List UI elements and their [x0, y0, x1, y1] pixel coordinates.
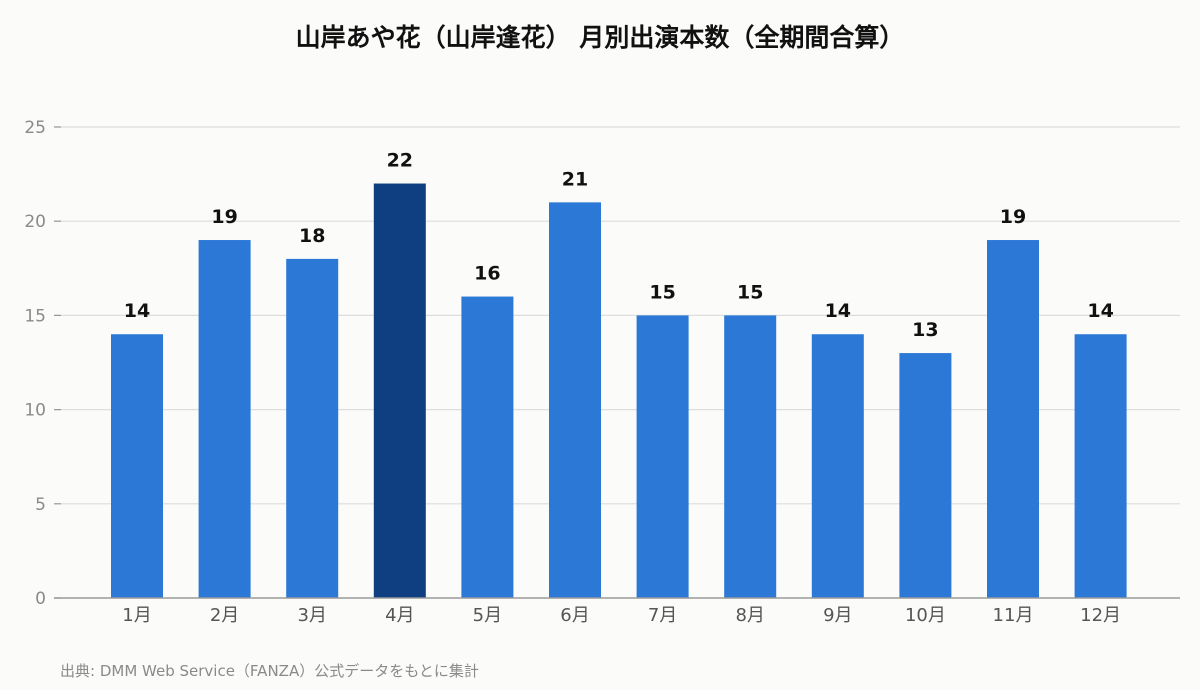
- x-tick-label: 10月: [905, 605, 946, 626]
- bar-11月: [987, 240, 1039, 599]
- bars: [111, 183, 1127, 599]
- bar-9月: [811, 334, 864, 598]
- x-tick-label: 2月: [210, 605, 239, 626]
- data-labels: 14 19 18 22 16 21 15 15 14 13 19 14: [124, 150, 1114, 342]
- y-tick-label: 15: [24, 306, 46, 326]
- data-label: 14: [1087, 300, 1113, 322]
- y-tick-label: 10: [24, 401, 46, 421]
- y-axis: 0 5 10 15 20 25: [24, 118, 61, 609]
- y-tick-label: 0: [35, 589, 46, 609]
- bar-4月: [373, 183, 426, 598]
- x-tick-label: 11月: [993, 605, 1034, 626]
- x-tick-label: 5月: [473, 605, 502, 626]
- data-label: 16: [474, 263, 500, 285]
- bar-10月: [899, 353, 952, 598]
- bar-3月: [286, 258, 339, 598]
- data-label: 19: [211, 206, 237, 228]
- y-tick-label: 5: [35, 495, 46, 515]
- data-label: 15: [737, 281, 763, 303]
- x-tick-label: 12月: [1080, 605, 1121, 626]
- bar-7月: [636, 315, 689, 598]
- bar-5月: [461, 296, 514, 598]
- bar-1月: [111, 334, 163, 598]
- x-tick-label: 6月: [560, 605, 589, 626]
- data-label: 14: [124, 300, 150, 322]
- x-tick-label: 8月: [735, 605, 764, 626]
- x-tick-label: 7月: [648, 605, 677, 626]
- y-tick-label: 20: [24, 212, 46, 232]
- data-label: 18: [299, 225, 325, 247]
- bar-6月: [549, 202, 601, 599]
- data-label: 14: [825, 300, 851, 322]
- source-note: 出典: DMM Web Service（FANZA）公式データをもとに集計: [60, 662, 479, 680]
- bar-8月: [724, 315, 777, 598]
- x-tick-label: 1月: [122, 605, 151, 626]
- x-tick-label: 9月: [823, 605, 852, 626]
- x-tick-label: 4月: [385, 605, 414, 626]
- data-label: 13: [912, 319, 938, 341]
- bar-12月: [1074, 334, 1127, 598]
- y-tick-label: 25: [24, 118, 46, 138]
- data-label: 19: [1000, 206, 1026, 228]
- x-axis: 1月 2月 3月 4月 5月 6月 7月 8月 9月 10月 11月 12月: [54, 597, 1180, 626]
- data-label: 15: [649, 281, 675, 303]
- data-label: 21: [562, 168, 588, 190]
- data-label: 22: [387, 150, 413, 172]
- bar-2月: [198, 240, 251, 599]
- x-tick-label: 3月: [297, 605, 326, 626]
- chart-title: 山岸あや花（山岸逢花） 月別出演本数（全期間合算）: [295, 23, 905, 52]
